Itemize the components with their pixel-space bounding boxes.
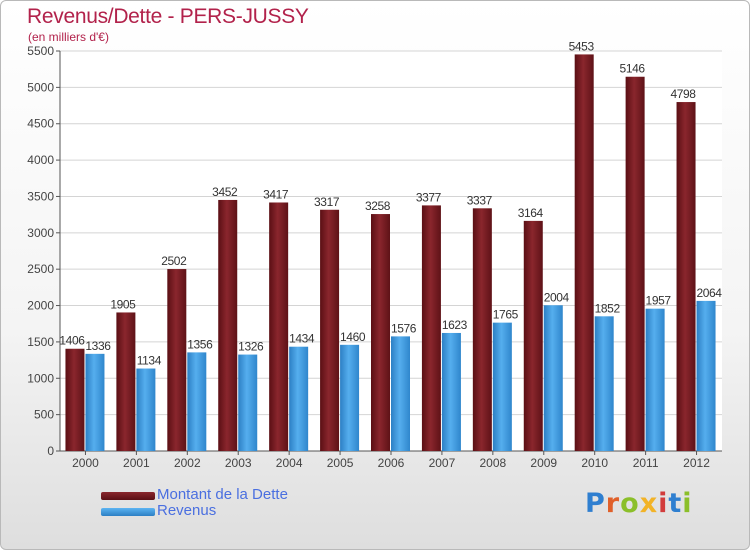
chart-title: Revenus/Dette - PERS-JUSSY [27, 5, 309, 28]
bar-revenus [391, 336, 410, 451]
chart-subtitle: (en milliers d'€) [28, 30, 109, 44]
data-label-dette: 3317 [314, 195, 340, 209]
y-tick-label: 2500 [27, 262, 54, 276]
data-label-revenus: 1326 [238, 340, 264, 354]
data-label-revenus: 2064 [696, 286, 722, 300]
bar-revenus [136, 368, 156, 451]
bar-dette [523, 220, 543, 451]
x-tick-label: 2011 [633, 456, 659, 470]
data-label-dette: 4798 [670, 87, 696, 101]
data-label-revenus: 1765 [493, 308, 519, 322]
data-label-dette: 3337 [467, 193, 493, 207]
x-tick-label: 2007 [429, 456, 456, 470]
logo-letter: t [668, 488, 683, 519]
data-label-revenus: 1957 [646, 294, 672, 308]
legend-label-revenus: Revenus [157, 502, 217, 519]
data-label-revenus: 1852 [595, 301, 621, 315]
logo-letter: x [639, 488, 659, 519]
data-label-revenus: 1460 [340, 330, 366, 344]
data-label-dette: 3164 [518, 206, 544, 220]
x-tick-label: 2005 [327, 456, 354, 470]
legend-swatch-dette [101, 492, 155, 500]
logo-letter: o [620, 488, 640, 519]
data-label-dette: 3258 [365, 199, 391, 213]
bar-dette [625, 76, 645, 451]
data-label-dette: 3377 [416, 190, 442, 204]
y-tick-label: 4000 [27, 153, 54, 167]
y-tick-label: 0 [47, 444, 54, 458]
data-label-dette: 1905 [110, 297, 136, 311]
y-tick-label: 4500 [27, 117, 54, 131]
bar-dette [574, 54, 594, 451]
data-label-revenus: 1434 [289, 332, 315, 346]
bar-dette [676, 102, 696, 452]
bar-revenus [238, 354, 258, 451]
logo-letter: i [658, 488, 669, 519]
x-tick-label: 2009 [530, 456, 557, 470]
data-label-revenus: 2004 [544, 290, 570, 304]
x-tick-label: 2002 [174, 456, 201, 470]
bar-dette [421, 205, 441, 451]
y-tick-label: 3000 [27, 226, 54, 240]
y-tick-label: 5500 [27, 44, 54, 58]
y-tick-label: 1500 [27, 335, 54, 349]
bar-dette [218, 199, 238, 451]
bar-dette [116, 312, 136, 451]
bar-revenus [85, 353, 105, 451]
bar-revenus [340, 344, 360, 451]
bars [65, 54, 716, 452]
x-tick-label: 2003 [225, 456, 252, 470]
bar-revenus [543, 305, 563, 451]
y-tick-label: 2000 [27, 299, 54, 313]
data-label-dette: 1406 [59, 334, 85, 348]
bar-revenus [289, 346, 309, 451]
bar-dette [269, 202, 289, 451]
bar-revenus [696, 300, 716, 451]
bar-revenus [594, 316, 614, 451]
bar-revenus [492, 322, 512, 451]
data-label-dette: 2502 [161, 254, 187, 268]
bar-dette [320, 209, 340, 451]
proxiti-logo: Proxiti [585, 488, 693, 519]
bar-revenus [645, 308, 665, 451]
bar-revenus [441, 332, 461, 451]
y-tick-label: 3500 [27, 189, 54, 203]
data-label-dette: 5146 [620, 62, 646, 76]
data-label-dette: 3452 [212, 185, 238, 199]
y-tick-label: 5000 [27, 80, 54, 94]
legend-label-dette: Montant de la Dette [157, 486, 288, 503]
bar-dette [65, 348, 85, 451]
data-label-revenus: 1356 [187, 337, 213, 351]
logo-letter: r [605, 488, 621, 519]
y-tick-label: 1000 [27, 371, 54, 385]
data-label-revenus: 1576 [391, 321, 417, 335]
logo-letter: P [585, 488, 606, 519]
x-tick-label: 2012 [683, 456, 710, 470]
x-tick-label: 2008 [479, 456, 506, 470]
data-label-revenus: 1623 [442, 318, 468, 332]
x-tick-label: 2000 [72, 456, 99, 470]
x-tick-label: 2004 [276, 456, 303, 470]
x-tick-label: 2010 [581, 456, 608, 470]
bar-dette [167, 269, 187, 451]
bar-dette [472, 208, 492, 451]
legend-swatch-revenus [101, 508, 155, 516]
x-tick-label: 2006 [378, 456, 405, 470]
data-label-dette: 3417 [263, 187, 289, 201]
bar-dette [371, 214, 390, 451]
data-label-revenus: 1336 [85, 339, 111, 353]
data-label-dette: 5453 [569, 39, 595, 53]
y-tick-label: 500 [34, 408, 54, 422]
bar-revenus [187, 352, 207, 451]
data-label-revenus: 1134 [137, 354, 162, 368]
data-labels: 1406 1336 1905 1134 2502 1356 3452 1326 3417 1434… [59, 39, 722, 367]
logo-letter: i [682, 488, 693, 519]
x-tick-label: 2001 [123, 456, 150, 470]
